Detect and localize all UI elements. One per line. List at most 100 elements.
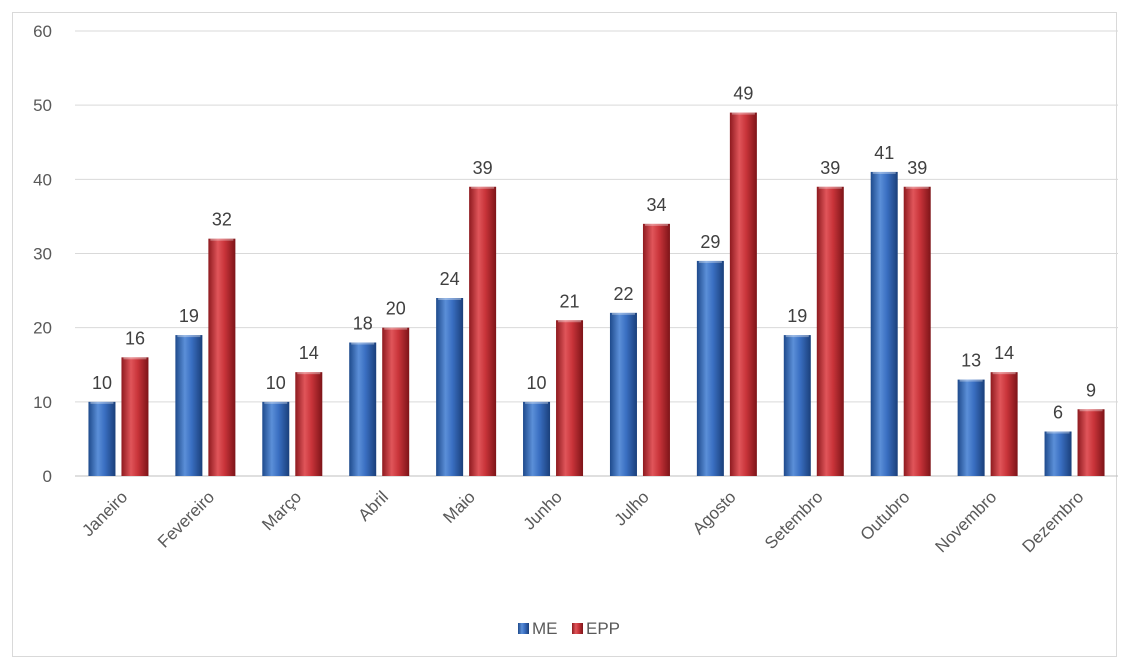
- bar-me: [609, 312, 637, 476]
- y-tick-label: 0: [43, 467, 52, 486]
- bar-bevel: [992, 372, 1016, 375]
- bars: [88, 112, 1105, 476]
- bar-me: [88, 401, 116, 476]
- legend-swatch: [572, 623, 583, 634]
- bar-epp: [295, 372, 323, 476]
- bar-epp: [642, 223, 670, 476]
- bar-bevel: [698, 260, 722, 263]
- legend: ME EPP: [518, 619, 620, 638]
- bar-epp: [208, 238, 236, 476]
- y-tick-label: 50: [33, 96, 52, 115]
- bar-me: [783, 335, 811, 476]
- data-label: 21: [560, 291, 580, 311]
- bar-group: [783, 335, 811, 476]
- bar-me: [262, 401, 290, 476]
- data-label: 20: [386, 299, 406, 319]
- bar-bevel: [264, 401, 288, 404]
- y-axis-ticks: 0 10 20 30 40 50 60: [33, 22, 52, 486]
- bar-bevel: [1046, 431, 1070, 434]
- bar-group: [990, 372, 1018, 476]
- bar-bevel: [905, 186, 929, 189]
- legend-item: ME: [518, 619, 558, 638]
- y-tick-label: 40: [33, 170, 52, 189]
- bar-group: [382, 327, 410, 476]
- data-label: 49: [733, 84, 753, 104]
- bar-epp: [990, 372, 1018, 476]
- bar-epp: [1077, 409, 1105, 476]
- bar-bevel: [210, 238, 234, 241]
- bar-group: [729, 112, 757, 476]
- data-label: 34: [646, 195, 666, 215]
- bar-group: [696, 260, 724, 476]
- bar-epp: [816, 186, 844, 476]
- bar-bevel: [644, 223, 668, 226]
- x-tick-label: Abril: [355, 487, 392, 524]
- data-label: 19: [179, 306, 199, 326]
- x-tick-label: Junho: [520, 487, 566, 533]
- bar-me: [436, 298, 464, 476]
- bar-group: [903, 186, 931, 476]
- bar-group: [469, 186, 497, 476]
- bar-me: [957, 379, 985, 476]
- data-label: 24: [440, 269, 460, 289]
- x-tick-label: Dezembro: [1018, 487, 1087, 556]
- y-tick-label: 60: [33, 22, 52, 41]
- x-tick-label: Agosto: [689, 487, 740, 538]
- bar-me: [1044, 431, 1072, 476]
- bar-bevel: [297, 372, 321, 375]
- bar-group: [609, 312, 637, 476]
- data-label: 39: [907, 158, 927, 178]
- data-label: 22: [613, 284, 633, 304]
- bar-group: [1077, 409, 1105, 476]
- bar-group: [642, 223, 670, 476]
- bar-group: [870, 171, 898, 476]
- data-label: 9: [1086, 380, 1096, 400]
- data-label: 16: [125, 328, 145, 348]
- x-tick-label: Novembro: [932, 487, 1001, 556]
- bar-group: [121, 357, 149, 476]
- bar-bevel: [438, 298, 462, 300]
- bar-group: [262, 401, 290, 476]
- y-tick-label: 30: [33, 245, 52, 264]
- bar-group: [349, 342, 377, 476]
- x-tick-label: Fevereiro: [154, 487, 218, 551]
- bar-bevel: [123, 357, 147, 360]
- bar-group: [295, 372, 323, 476]
- data-label: 14: [299, 343, 319, 363]
- bar-group: [556, 320, 584, 476]
- bar-bevel: [525, 401, 549, 404]
- gridlines: [75, 30, 1118, 477]
- data-labels: 10 16 19 32 10 14 18 20 24 39 10 21 22 34 29 49 19 39 41 39…: [92, 84, 1096, 423]
- data-label: 10: [266, 373, 286, 393]
- legend-swatch: [518, 623, 529, 634]
- bar-bevel: [558, 320, 582, 323]
- bar-epp: [729, 112, 757, 476]
- x-axis-ticks: Janeiro Fevereiro Março Abril Maio Junho Julho…: [78, 487, 1087, 556]
- x-tick-label: Maio: [439, 487, 478, 526]
- data-label: 32: [212, 210, 232, 230]
- bar-group: [957, 379, 985, 476]
- x-tick-label: Outubro: [857, 487, 914, 544]
- bar-group: [436, 298, 464, 476]
- bar-group: [816, 186, 844, 476]
- bar-bevel: [611, 312, 635, 315]
- data-label: 41: [874, 143, 894, 163]
- bar-epp: [556, 320, 584, 476]
- bar-me: [696, 260, 724, 476]
- legend-label: EPP: [586, 619, 620, 638]
- bar-group: [88, 401, 116, 476]
- bar-bevel: [959, 379, 983, 382]
- bar-bevel: [177, 335, 201, 338]
- data-label: 10: [92, 373, 112, 393]
- bar-me: [349, 342, 377, 476]
- data-label: 18: [353, 314, 373, 334]
- bar-bevel: [471, 186, 495, 189]
- x-tick-label: Janeiro: [78, 487, 131, 540]
- bar-bevel: [1079, 409, 1103, 412]
- bar-me: [870, 171, 898, 476]
- y-tick-label: 10: [33, 393, 52, 412]
- bar-me: [523, 401, 551, 476]
- bar-bevel: [384, 327, 408, 330]
- x-tick-label: Março: [258, 487, 305, 534]
